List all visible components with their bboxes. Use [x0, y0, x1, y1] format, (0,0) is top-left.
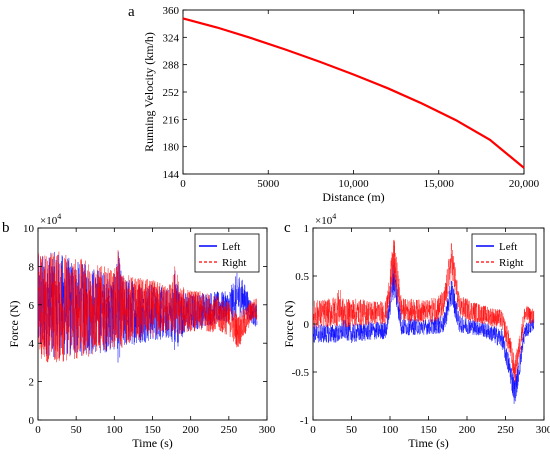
- panel-c-legend-box: [471, 233, 537, 273]
- y-tick-label: -1: [300, 415, 309, 427]
- x-tick-label: 15,000: [424, 178, 455, 190]
- y-tick-label: 0: [304, 319, 310, 331]
- x-tick-label: 150: [144, 424, 161, 436]
- panel-b-y-axis-label: Force (N): [7, 301, 21, 348]
- y-tick-label: 252: [163, 87, 180, 99]
- panel-a-y-axis-label: Running Velocity (km/h): [142, 32, 156, 152]
- panel-c-force-chart: c 0 50 100 150 200 250 300 -1 -0.5 0 0.5 1 ×104 Tim…: [282, 212, 550, 450]
- panel-c-y-multiplier: ×104: [315, 212, 336, 227]
- x-tick-label: 50: [71, 424, 83, 436]
- panel-c-letter: c: [284, 220, 291, 236]
- y-tick-label: 0.5: [295, 271, 309, 283]
- x-tick-label: 300: [536, 424, 550, 436]
- panel-b-x-axis-label: Time (s): [132, 436, 173, 450]
- x-tick-label: 0: [180, 178, 186, 190]
- x-tick-label: 250: [497, 424, 514, 436]
- y-tick-label: 324: [163, 32, 180, 44]
- y-tick-label: 360: [163, 5, 180, 17]
- panel-c-x-axis-label: Time (s): [408, 436, 449, 450]
- series-right-trace: [312, 239, 535, 383]
- x-tick-label: 300: [259, 424, 276, 436]
- series-left-trace: [312, 262, 535, 404]
- panel-b-letter: b: [2, 220, 10, 236]
- y-tick-label: 0: [29, 415, 35, 427]
- x-tick-label: 100: [106, 424, 123, 436]
- series-right-trace: [37, 250, 258, 363]
- y-tick-label: 288: [163, 60, 180, 72]
- panel-a-velocity-chart: a 0 5000 10,000 15,000 20,000 144 180 216 252 288…: [128, 4, 540, 204]
- velocity-curve: [182, 17, 525, 169]
- x-tick-label: 20,000: [509, 178, 540, 190]
- y-tick-label: 6: [29, 300, 35, 312]
- x-tick-label: 5000: [257, 178, 280, 190]
- y-tick-label: 216: [163, 114, 180, 126]
- panel-b-force-chart: b 0 50 100 150 200 250 300 0 2 4 6 8 10 ×104 Time (s…: [2, 212, 276, 450]
- x-tick-label: 150: [420, 424, 437, 436]
- panel-c-y-axis-label: Force (N): [282, 301, 296, 348]
- y-tick-label: 8: [29, 261, 35, 273]
- panel-b-legend: Left Right: [194, 233, 260, 273]
- panel-a-letter: a: [128, 4, 135, 20]
- x-tick-label: 10,000: [338, 178, 369, 190]
- x-tick-label: 200: [459, 424, 476, 436]
- panel-b-legend-left-label: Left: [222, 241, 240, 253]
- x-tick-label: 0: [310, 424, 316, 436]
- y-tick-label: 1: [304, 223, 310, 235]
- y-tick-label: 180: [163, 142, 180, 154]
- y-tick-label: 4: [29, 338, 35, 350]
- x-tick-label: 200: [182, 424, 199, 436]
- x-tick-label: 100: [382, 424, 399, 436]
- x-tick-label: 250: [221, 424, 238, 436]
- panel-a-plot-frame: [182, 9, 525, 175]
- panel-c-legend-right-label: Right: [499, 257, 523, 269]
- panel-c-legend: Left Right: [471, 233, 537, 273]
- x-tick-label: 0: [35, 424, 41, 436]
- x-tick-label: 50: [346, 424, 358, 436]
- panel-b-y-multiplier: ×104: [40, 212, 61, 227]
- y-tick-label: 144: [163, 169, 180, 181]
- panel-b-legend-box: [194, 233, 260, 273]
- y-tick-label: 2: [29, 377, 35, 389]
- y-tick-label: -0.5: [292, 367, 310, 379]
- panel-c-legend-left-label: Left: [499, 241, 517, 253]
- panel-b-legend-right-label: Right: [222, 257, 246, 269]
- y-tick-label: 10: [23, 223, 35, 235]
- panel-a-x-axis-label: Distance (m): [322, 190, 384, 204]
